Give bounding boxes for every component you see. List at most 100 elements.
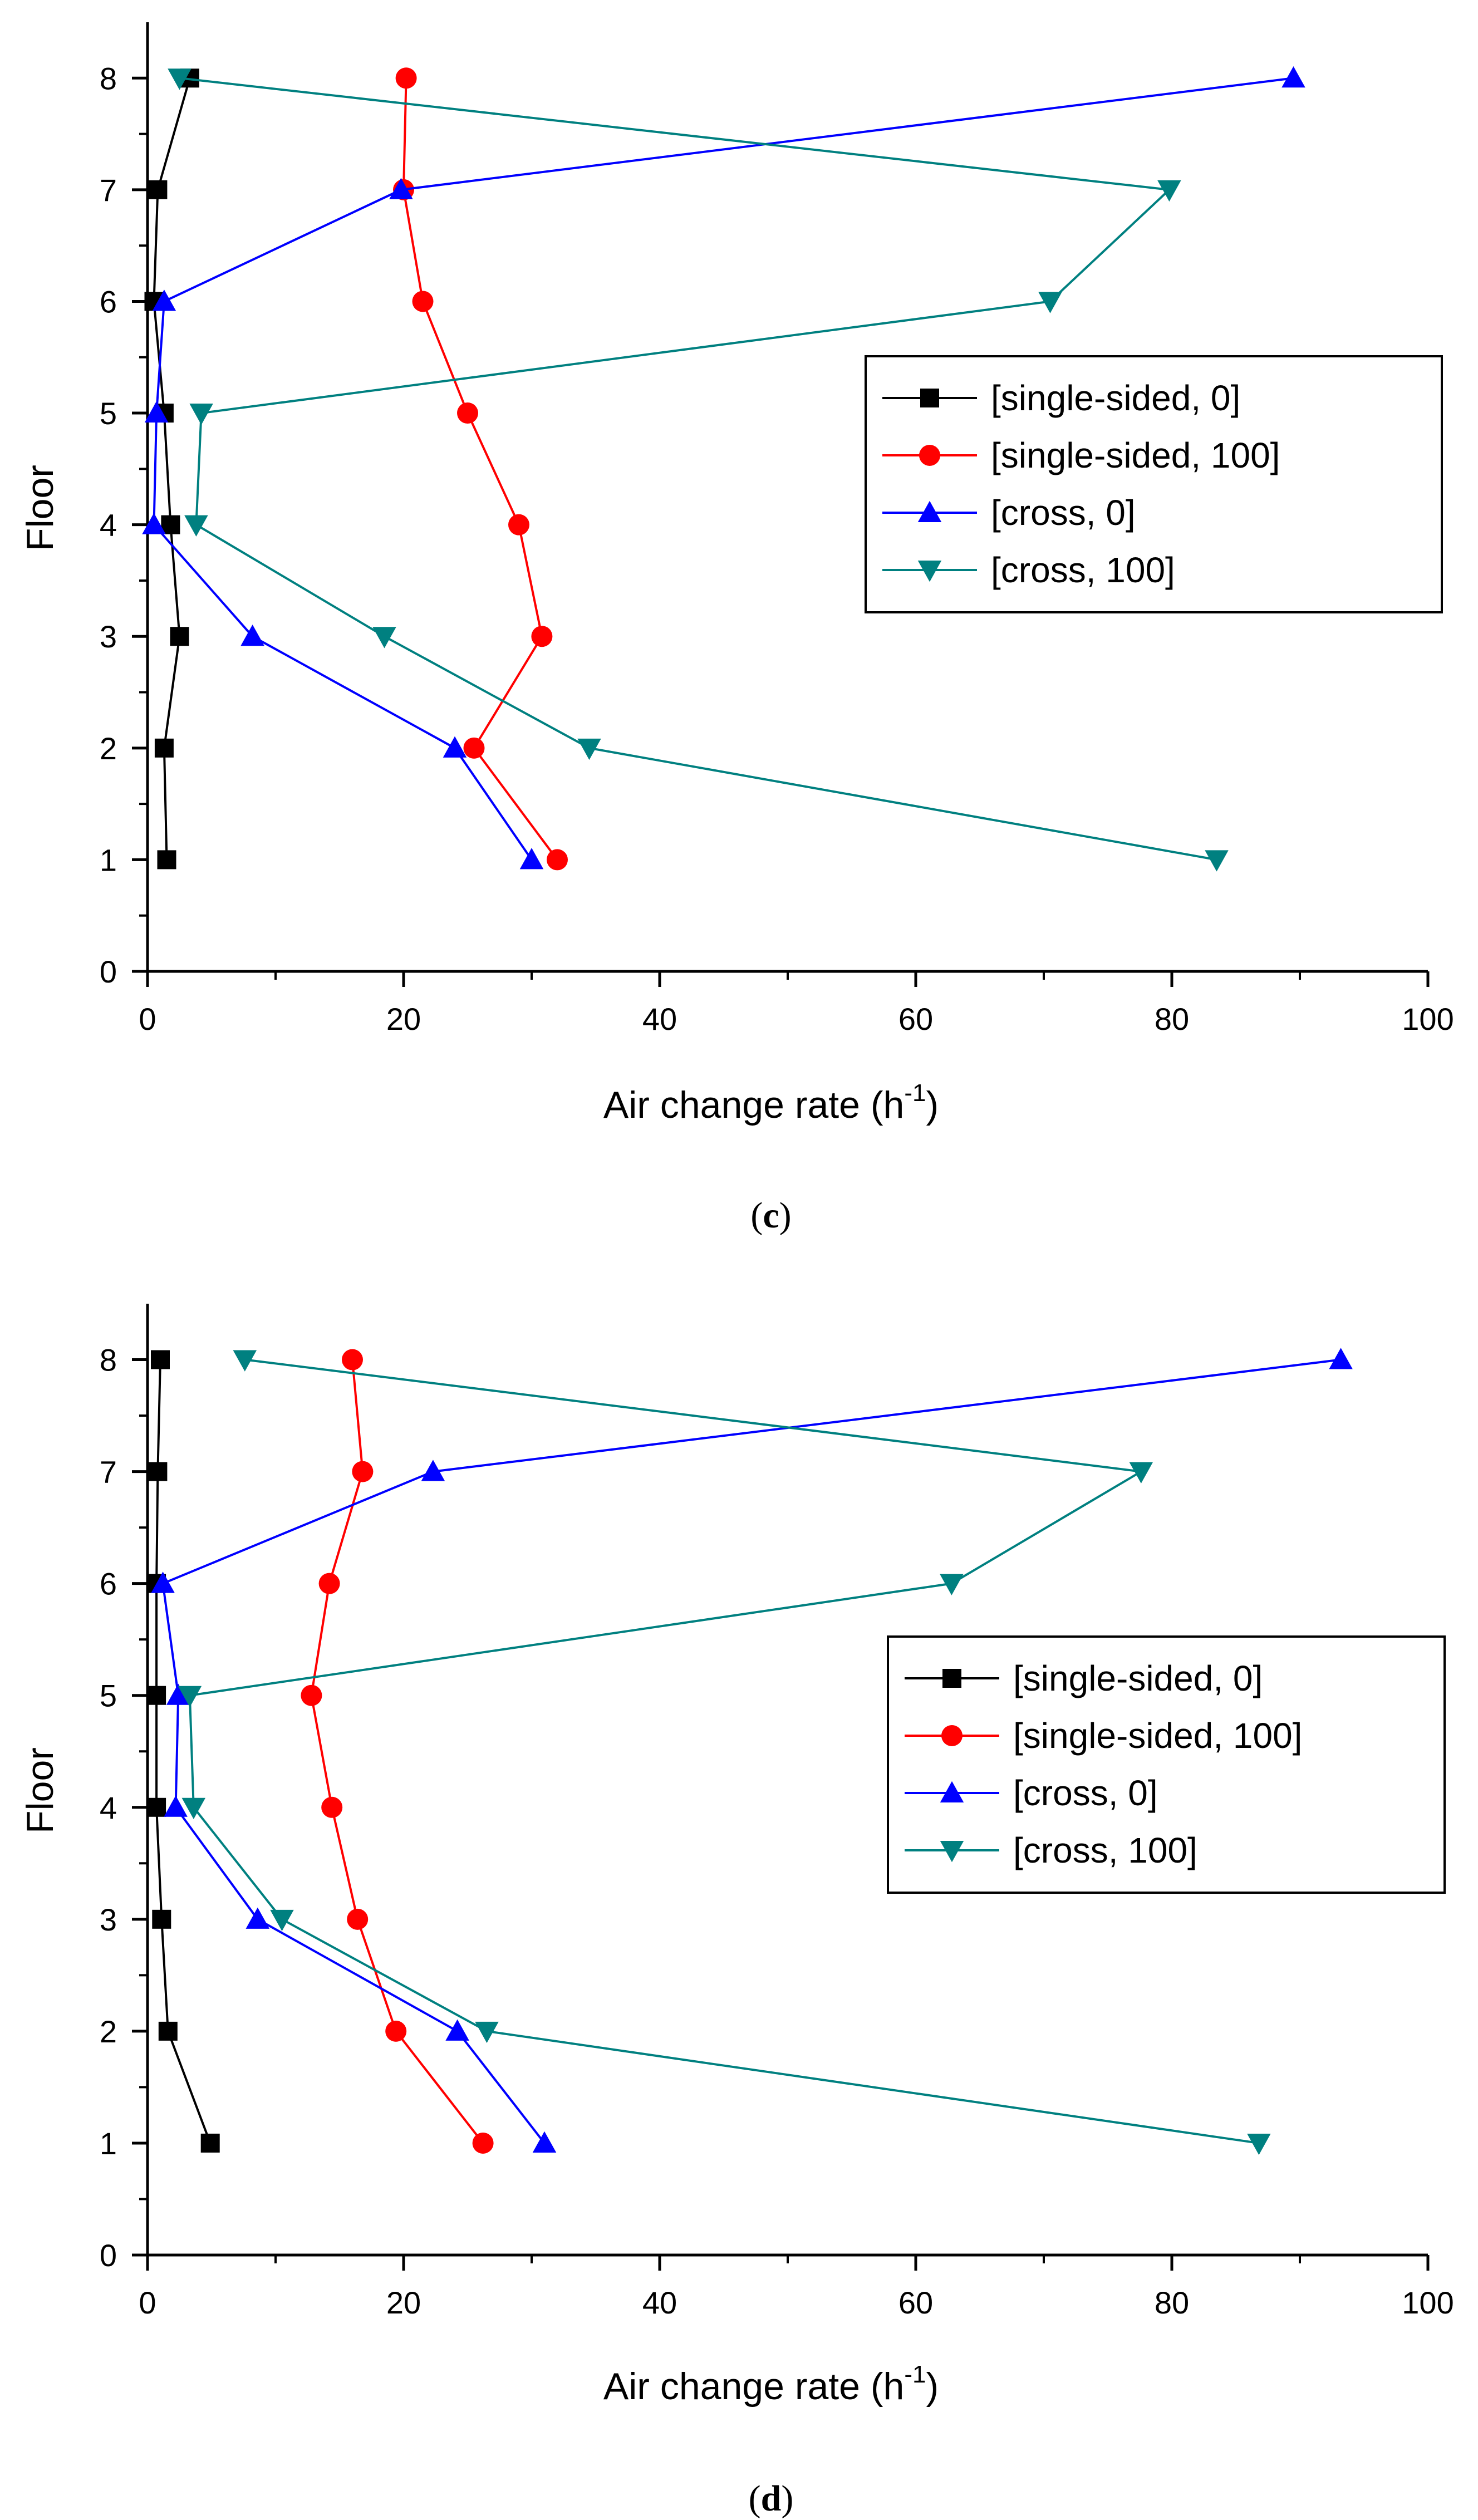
panel-label-close: ) <box>779 1195 792 1236</box>
data-point <box>347 1908 369 1930</box>
legend: [single-sided, 0] [single-sided, 100] [cro… <box>887 1635 1446 1894</box>
x-tick-label: 80 <box>1155 2285 1189 2320</box>
x-tick-label: 60 <box>898 2285 933 2320</box>
legend-marker <box>920 389 939 407</box>
y-tick-label: 5 <box>100 396 117 431</box>
data-point <box>301 1684 322 1706</box>
series-line <box>153 77 191 860</box>
series-0 <box>144 68 199 870</box>
data-point <box>519 848 544 870</box>
data-point <box>412 291 434 312</box>
panel-label-letter: d <box>761 2478 782 2519</box>
series-line <box>310 1359 484 2144</box>
x-tick-label: 60 <box>898 1001 933 1037</box>
x-tick-label: 0 <box>139 1001 156 1037</box>
y-tick-label: 4 <box>100 508 117 543</box>
x-axis-title-superscript: -1 <box>904 2361 926 2388</box>
data-point <box>475 2021 499 2043</box>
data-point <box>445 2019 469 2041</box>
x-tick-label: 40 <box>642 1001 677 1037</box>
data-point <box>940 1574 964 1595</box>
data-point <box>395 67 417 89</box>
y-tick-label: 7 <box>100 1455 117 1490</box>
y-tick-label: 0 <box>100 2238 117 2273</box>
panel-label-open: ( <box>750 1195 763 1236</box>
x-tick-label: 20 <box>386 1001 421 1037</box>
x-tick-label: 0 <box>139 2285 156 2320</box>
legend-label: [cross, 100] <box>1013 1830 1197 1870</box>
data-point <box>161 515 180 534</box>
data-point <box>144 401 169 423</box>
legend-label: [single-sided, 0] <box>991 378 1240 418</box>
y-axis-title: Floor <box>19 465 61 551</box>
legend-marker <box>940 1781 964 1802</box>
data-point <box>148 1462 168 1481</box>
x-tick-label: 20 <box>386 2285 421 2320</box>
x-axis-title: Air change rate (h-1) <box>603 2361 939 2408</box>
data-point <box>1038 292 1062 313</box>
series-line <box>155 1359 212 2144</box>
series-line <box>402 78 558 861</box>
data-point <box>1247 2133 1271 2155</box>
data-point <box>164 1795 188 1817</box>
series-line <box>153 77 1294 861</box>
legend-marker <box>942 1669 961 1688</box>
series-1 <box>393 67 568 871</box>
y-tick-label: 2 <box>100 731 117 766</box>
series-line <box>161 1358 1341 2144</box>
legend-marker <box>917 561 942 582</box>
data-point <box>189 404 213 425</box>
y-tick-label: 6 <box>100 284 117 319</box>
y-tick-label: 3 <box>100 1902 117 1937</box>
legend-label: [single-sided, 100] <box>1013 1716 1302 1756</box>
x-axis-title: Air change rate (h-1) <box>603 1079 939 1126</box>
series-3 <box>168 68 1229 872</box>
data-point <box>318 1573 340 1594</box>
legend: [single-sided, 0] [single-sided, 100] [cro… <box>865 355 1443 613</box>
panel-label-letter: c <box>763 1195 779 1236</box>
data-point <box>154 738 174 758</box>
data-point <box>547 849 568 871</box>
series-2 <box>142 66 1305 870</box>
x-tick-label: 40 <box>642 2285 677 2320</box>
y-tick-label: 0 <box>100 954 117 989</box>
data-point <box>1157 180 1181 202</box>
data-point <box>152 289 176 311</box>
data-point <box>1129 1462 1153 1483</box>
panel-label: (c) <box>750 1195 791 1236</box>
data-point <box>148 180 168 199</box>
panel-label-open: ( <box>749 2478 761 2519</box>
legend-marker <box>941 1725 963 1746</box>
data-point <box>200 2133 220 2153</box>
data-point <box>577 738 601 760</box>
data-point <box>352 1461 374 1482</box>
data-point <box>151 1350 170 1369</box>
data-point <box>151 1571 175 1593</box>
x-axis-title-superscript: -1 <box>904 1079 926 1107</box>
data-point <box>181 1797 206 1820</box>
x-axis-title-main: Air change rate (h <box>603 1084 905 1126</box>
data-point <box>170 627 189 646</box>
data-point <box>457 402 478 424</box>
data-point <box>270 1909 294 1932</box>
data-point <box>1281 66 1305 88</box>
data-point <box>532 2131 557 2153</box>
data-point <box>168 68 191 90</box>
legend-label: [cross, 100] <box>991 550 1175 590</box>
data-point <box>240 624 264 646</box>
data-point <box>152 1909 171 1929</box>
x-axis-title-close: ) <box>926 2365 939 2408</box>
data-point <box>389 178 413 199</box>
x-tick-label: 80 <box>1155 1001 1189 1037</box>
series-0 <box>147 1350 220 2153</box>
y-tick-label: 3 <box>100 619 117 654</box>
y-tick-label: 5 <box>100 1678 117 1713</box>
x-axis-title-close: ) <box>926 1084 939 1126</box>
data-point <box>184 515 208 537</box>
data-point <box>1205 850 1229 872</box>
y-tick-label: 4 <box>100 1790 117 1825</box>
legend-marker <box>919 445 940 466</box>
y-tick-label: 8 <box>100 61 117 96</box>
data-point <box>1329 1348 1353 1369</box>
